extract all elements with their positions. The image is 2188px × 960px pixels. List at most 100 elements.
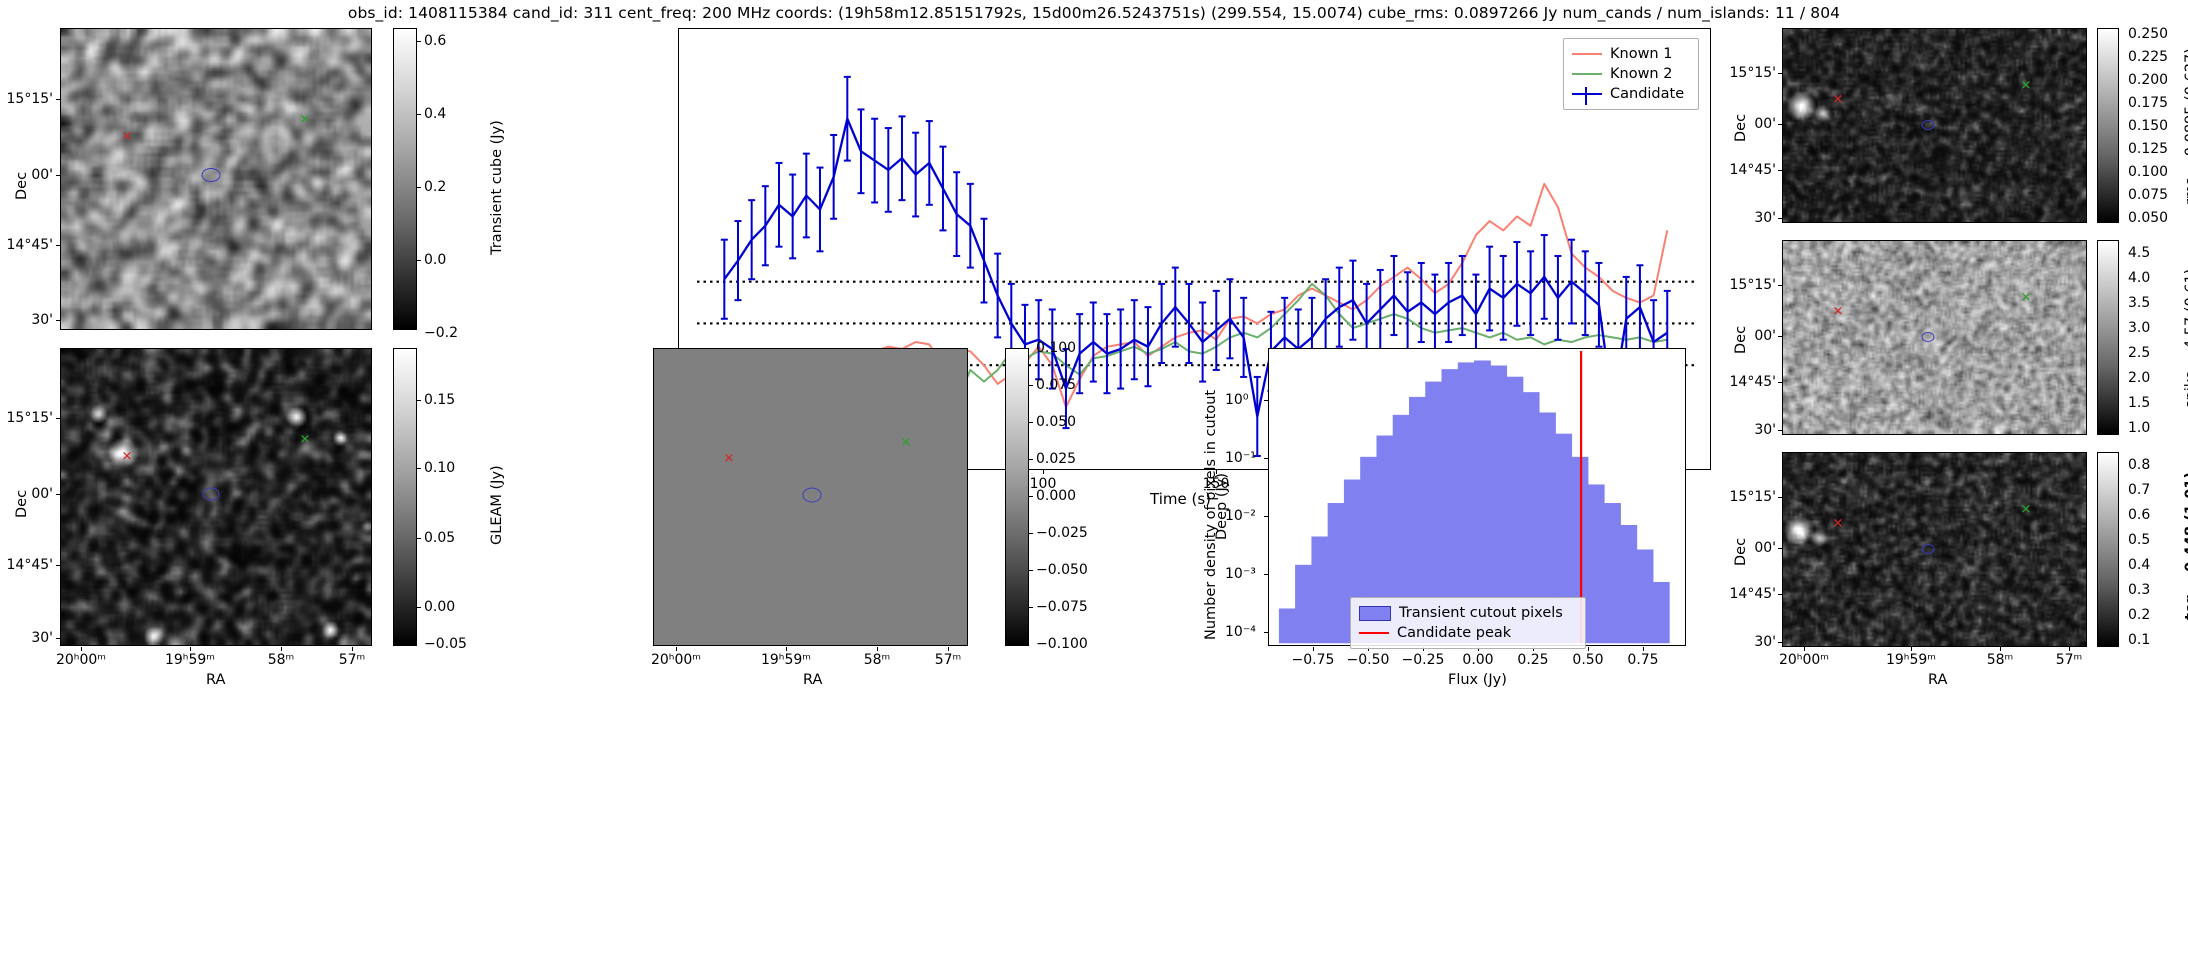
dp-cb-tick-8: −0.100 (1036, 636, 1088, 652)
rms-cb-tick-4: 0.150 (2128, 118, 2169, 134)
histogram-ylabel: Number density of pixels in cutout (1203, 389, 1219, 640)
legend-item-candidate-peak[interactable]: Candidate peak (1359, 623, 1577, 643)
rms-ytick-3: 30' (1754, 210, 1776, 226)
gl-xtick-2: 58ᵐ (267, 652, 295, 668)
tcg-image[interactable] (1782, 452, 2087, 647)
tcg-marker-known2: ✕ (2020, 502, 2032, 518)
rms-cb-tick-8: 0.050 (2128, 210, 2169, 226)
rms-cb-tick-2: 0.200 (2128, 72, 2169, 88)
spk-cb-tick-2: 3.5 (2128, 295, 2151, 311)
gl-ytick-2: 14°45' (6, 557, 53, 573)
spk-ytick-1: 00' (1754, 328, 1776, 344)
hist-xtick-3: 0.00 (1462, 652, 1494, 668)
rms-cb-tick-1: 0.225 (2128, 49, 2169, 65)
gl-marker-known2: ✕ (299, 432, 311, 448)
dp-cb-tick-2: 0.050 (1036, 414, 1077, 430)
tcg-marker-known1: ✕ (1832, 516, 1844, 532)
histogram-svg (1278, 351, 1670, 644)
histogram-xlabel: Flux (Jy) (1448, 672, 1507, 688)
known2-line-swatch (1572, 73, 1602, 75)
gleam-colorbar[interactable] (393, 348, 417, 646)
pixel-histogram-plot[interactable] (1268, 348, 1686, 646)
tcg-xlabel: RA (1928, 672, 1948, 688)
deep-colorbar[interactable] (1005, 348, 1029, 646)
gleam-xlabel: RA (206, 672, 226, 688)
dp-xtick-3: 57ᵐ (934, 652, 962, 668)
tc-marker-known1: ✕ (121, 129, 133, 145)
transient-cube-image[interactable] (60, 28, 372, 330)
rms-marker-known2: ✕ (2020, 78, 2032, 94)
hist-ytick-3: 10⁻³ (1225, 566, 1256, 582)
candidate-errorbar-swatch (1572, 87, 1602, 105)
legend-item-candidate[interactable]: Candidate (1572, 84, 1690, 105)
rms-ytick-0: 15°15' (1729, 65, 1776, 81)
lightcurve-legend[interactable]: Known 1 Known 2 Candidate (1563, 38, 1699, 110)
gl-xtick-3: 57ᵐ (338, 652, 366, 668)
tcg-xtick-0: 20ʰ00ᵐ (1778, 652, 1830, 668)
tc-ytick-2: 14°45' (6, 237, 53, 253)
spk-cb-tick-4: 2.5 (2128, 345, 2151, 361)
spk-ytick-2: 14°45' (1729, 374, 1776, 390)
legend-item-known1[interactable]: Known 1 (1572, 44, 1690, 64)
tcg-cb-tick-2: 0.6 (2128, 507, 2151, 523)
hist-xtick-0: −0.75 (1291, 652, 1335, 668)
candidate-peak-swatch (1359, 632, 1389, 634)
cutout-pixels-patch (1359, 605, 1391, 621)
spk-cb-tick-7: 1.0 (2128, 420, 2151, 436)
tcg-ytick-1: 00' (1754, 540, 1776, 556)
gl-cb-tick-1: 0.10 (424, 460, 456, 476)
spk-cb-tick-3: 3.0 (2128, 320, 2151, 336)
tcg-cb-tick-0: 0.8 (2128, 457, 2151, 473)
gl-cb-tick-3: 0.00 (424, 599, 456, 615)
gl-xtick-1: 19ʰ59ᵐ (164, 652, 216, 668)
tcg-cb-tick-7: 0.1 (2128, 632, 2151, 648)
tcg-ytick-3: 30' (1754, 634, 1776, 650)
gl-ytick-3: 30' (31, 630, 53, 646)
transient-cube-ylabel: Dec (14, 171, 30, 200)
gl-cb-tick-4: −0.05 (424, 636, 467, 652)
tcg-cb-tick-6: 0.2 (2128, 607, 2151, 623)
tc-cb-tick-0: 0.6 (424, 33, 447, 49)
rms-image[interactable] (1782, 28, 2087, 223)
tc-cb-tick-3: 0.0 (424, 252, 447, 268)
gl-ytick-0: 15°15' (6, 410, 53, 426)
spk-ytick-3: 30' (1754, 422, 1776, 438)
tcg-ytick-2: 14°45' (1729, 586, 1776, 602)
rms-cb-tick-6: 0.100 (2128, 164, 2169, 180)
transient-cube-colorbar-label: Transient cube (Jy) (489, 120, 505, 255)
histogram-legend[interactable]: Transient cutout pixels Candidate peak (1350, 597, 1586, 649)
rms-ytick-2: 14°45' (1729, 162, 1776, 178)
hist-xtick-1: −0.50 (1346, 652, 1390, 668)
gleam-colorbar-label: GLEAM (Jy) (489, 465, 505, 545)
tc-candidate-ellipse (201, 168, 221, 182)
tcg-xtick-3: 57ᵐ (2055, 652, 2083, 668)
tcg-cb-tick-5: 0.3 (2128, 582, 2151, 598)
spk-ytick-0: 15°15' (1729, 277, 1776, 293)
tc-ytick-0: 15°15' (6, 91, 53, 107)
dp-xtick-0: 20ʰ00ᵐ (650, 652, 702, 668)
hist-xtick-4: 0.25 (1517, 652, 1549, 668)
rms-cb-tick-0: 0.250 (2128, 26, 2169, 42)
dp-cb-tick-4: 0.000 (1036, 488, 1077, 504)
tc-cb-tick-2: 0.2 (424, 179, 447, 195)
dp-cb-tick-6: −0.050 (1036, 562, 1088, 578)
tcg-colorbar[interactable] (2097, 452, 2119, 647)
spk-cb-tick-0: 4.5 (2128, 245, 2151, 261)
hist-ytick-0: 10⁰ (1225, 392, 1249, 408)
legend-label-known2: Known 2 (1610, 66, 1673, 82)
tc-ytick-1: 00' (31, 167, 53, 183)
rms-colorbar[interactable] (2097, 28, 2119, 223)
gl-cb-tick-2: 0.05 (424, 530, 456, 546)
lc-xtick-2: 100 (1029, 476, 1057, 492)
rms-candidate-ellipse (1921, 120, 1935, 130)
dp-candidate-ellipse (802, 487, 822, 503)
spike-ylabel: Dec (1733, 325, 1749, 354)
spike-image[interactable] (1782, 240, 2087, 435)
known1-line-swatch (1572, 53, 1602, 55)
legend-item-known2[interactable]: Known 2 (1572, 64, 1690, 84)
legend-label-cutout-pixels: Transient cutout pixels (1399, 605, 1563, 621)
transient-cube-colorbar[interactable] (393, 28, 417, 330)
legend-item-cutout-pixels[interactable]: Transient cutout pixels (1359, 603, 1577, 623)
spk-cb-tick-1: 4.0 (2128, 270, 2151, 286)
spike-colorbar[interactable] (2097, 240, 2119, 435)
